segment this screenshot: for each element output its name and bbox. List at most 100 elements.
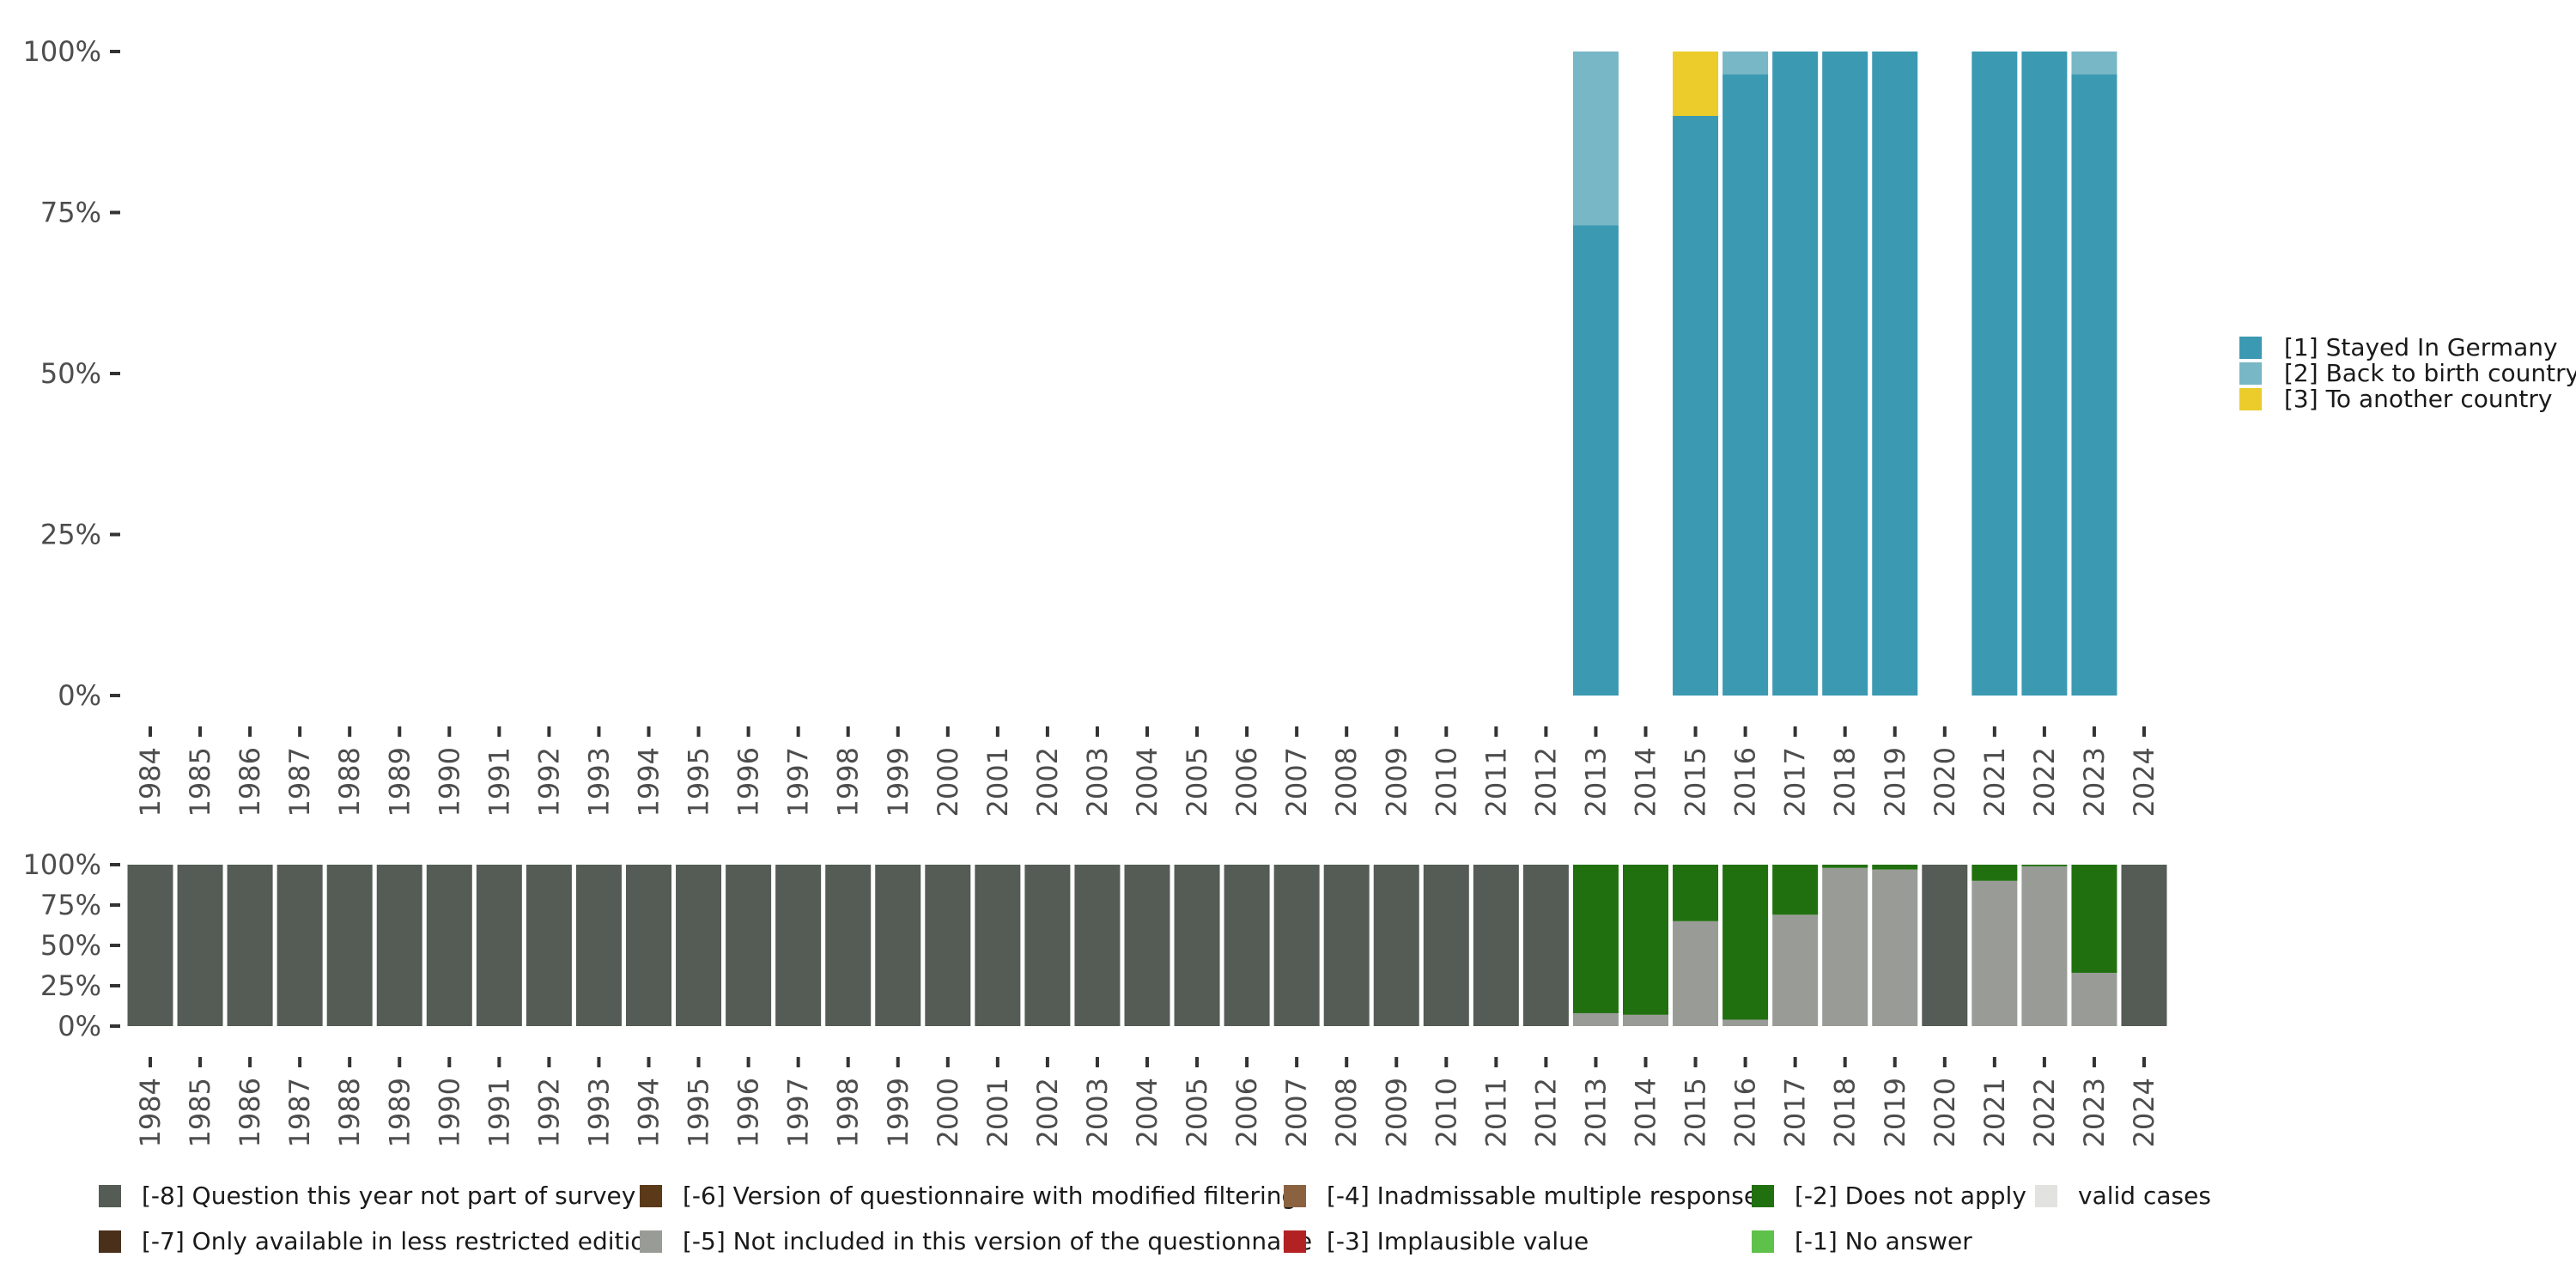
bottom-bar-2017-2-does-not-apply [1772, 865, 1819, 915]
bottom-x-tick-label: 1997 [782, 1078, 815, 1147]
bottom-bar-2014-2-does-not-apply [1623, 865, 1668, 1015]
top-x-tick-label: 2011 [1479, 747, 1512, 817]
bottom-bar-1996-8-question-this-year-not-part-of-survey [726, 865, 772, 1026]
bottom-bar-1999-8-question-this-year-not-part-of-survey [875, 865, 921, 1026]
legend-label-1-no-answer: [-1] No answer [1795, 1227, 1972, 1255]
bottom-x-tick-label: 1998 [832, 1078, 865, 1147]
top-x-tick-label: 2014 [1630, 747, 1662, 817]
top-x-tick-label: 1995 [683, 747, 715, 817]
top-x-tick-label: 1985 [184, 747, 216, 817]
top-x-tick-label: 2022 [2028, 747, 2061, 817]
bottom-bar-2015-2-does-not-apply [1673, 865, 1719, 921]
bottom-bar-2019-5-not-included-in-this-version-of-the-questionnaire [1872, 869, 1918, 1026]
top-bar-2017-1-stayed-in-germany [1772, 52, 1819, 696]
bottom-bar-2016-2-does-not-apply [1722, 865, 1769, 1020]
legend-swatch-2-does-not-apply [1752, 1185, 1774, 1207]
bottom-x-tick-label: 1995 [683, 1078, 715, 1147]
top-x-tick-label: 2009 [1380, 747, 1413, 817]
bottom-x-tick-label: 1985 [184, 1078, 216, 1147]
bottom-x-tick-label: 2020 [1929, 1078, 1961, 1147]
bottom-x-tick-label: 2010 [1430, 1078, 1462, 1147]
bottom-y-tick-label: 25% [40, 969, 101, 1002]
top-x-tick-label: 2023 [2078, 747, 2111, 817]
top-bar-2013-1-stayed-in-germany [1572, 225, 1619, 696]
bottom-bar-2009-8-question-this-year-not-part-of-survey [1373, 865, 1419, 1026]
bottom-x-tick-label: 2005 [1181, 1078, 1213, 1147]
bottom-bar-1993-8-question-this-year-not-part-of-survey [575, 865, 622, 1026]
top-x-tick-label: 2019 [1879, 747, 1911, 817]
bottom-x-tick-label: 2011 [1479, 1078, 1512, 1147]
bottom-x-tick-label: 1990 [433, 1078, 465, 1147]
top-bar-2013-2-back-to-birth-country [1572, 52, 1619, 226]
bottom-bar-2016-5-not-included-in-this-version-of-the-questionnaire [1722, 1019, 1769, 1026]
bottom-bar-2011-8-question-this-year-not-part-of-survey [1473, 865, 1519, 1026]
bottom-bar-2004-8-question-this-year-not-part-of-survey [1124, 865, 1170, 1026]
bottom-x-tick-label: 2007 [1280, 1078, 1313, 1147]
top-y-tick-label: 75% [40, 197, 101, 229]
bottom-x-tick-label: 1986 [234, 1078, 266, 1147]
bottom-bar-1991-8-question-this-year-not-part-of-survey [476, 865, 522, 1026]
top-x-tick-label: 2008 [1330, 747, 1363, 817]
bottom-bar-1986-8-question-this-year-not-part-of-survey [227, 865, 273, 1026]
bottom-bar-2019-2-does-not-apply [1872, 865, 1918, 870]
legend-label-4-inadmissable-multiple-response: [-4] Inadmissable multiple response [1327, 1182, 1759, 1210]
top-x-tick-label: 2006 [1230, 747, 1263, 817]
top-x-tick-label: 2005 [1181, 747, 1213, 817]
top-x-tick-label: 1996 [732, 747, 765, 817]
top-x-tick-label: 1994 [633, 747, 665, 817]
bottom-x-tick-label: 1992 [532, 1078, 565, 1147]
top-x-tick-label: 2015 [1680, 747, 1712, 817]
top-x-tick-label: 1997 [782, 747, 815, 817]
top-x-tick-label: 2021 [1978, 747, 2011, 817]
bottom-bar-2021-5-not-included-in-this-version-of-the-questionnaire [1971, 880, 2018, 1026]
bottom-x-tick-label: 2002 [1031, 1078, 1064, 1147]
bottom-x-tick-label: 1988 [333, 1078, 366, 1147]
legend-swatch-valid-cases [2035, 1185, 2057, 1207]
bottom-x-tick-label: 2006 [1230, 1078, 1263, 1147]
bottom-bar-2014-5-not-included-in-this-version-of-the-questionnaire [1623, 1014, 1668, 1026]
bottom-x-tick-label: 1991 [483, 1078, 515, 1147]
bottom-x-tick-label: 2004 [1131, 1078, 1163, 1147]
bottom-bar-2020-8-question-this-year-not-part-of-survey [1922, 865, 1968, 1026]
legend-swatch-3-implausible-value [1284, 1230, 1306, 1253]
bottom-bar-1998-8-question-this-year-not-part-of-survey [825, 865, 872, 1026]
top-x-tick-label: 2018 [1829, 747, 1862, 817]
bottom-bar-2005-8-question-this-year-not-part-of-survey [1174, 865, 1220, 1026]
top-x-tick-label: 2004 [1131, 747, 1163, 817]
top-x-tick-label: 1991 [483, 747, 515, 817]
legend-swatch-6-version-of-questionnaire-with-modified-filtering [640, 1185, 662, 1207]
bottom-x-tick-label: 2014 [1630, 1078, 1662, 1147]
top-bar-2023-2-back-to-birth-country [2071, 52, 2117, 75]
bottom-bar-2012-8-question-this-year-not-part-of-survey [1522, 865, 1569, 1026]
bottom-bar-1990-8-question-this-year-not-part-of-survey [426, 865, 472, 1026]
bottom-bar-2013-2-does-not-apply [1572, 865, 1619, 1013]
legend-swatch-8-question-this-year-not-part-of-survey [99, 1185, 121, 1207]
bottom-x-tick-label: 2021 [1978, 1078, 2011, 1147]
bottom-chart: 0% 25% 50% 75% 100% 1984 1985 1986 1987 1988 1989 1… [23, 848, 2167, 1147]
bottom-bar-2000-8-question-this-year-not-part-of-survey [925, 865, 971, 1026]
bottom-bar-2023-2-does-not-apply [2071, 865, 2117, 973]
legend-label-6-version-of-questionnaire-with-modified-filtering: [-6] Version of questionnaire with modif… [683, 1182, 1297, 1210]
legend-swatch-3-to-another-country [2239, 388, 2262, 410]
bottom-x-tick-label: 1993 [582, 1078, 615, 1147]
bottom-bar-2018-2-does-not-apply [1822, 865, 1868, 868]
right-legend: [1] Stayed In Germany[2] Back to birth c… [2239, 333, 2576, 413]
top-x-tick-label: 2001 [981, 747, 1014, 817]
top-x-tick-label: 1990 [433, 747, 465, 817]
top-bar-2019-1-stayed-in-germany [1872, 52, 1918, 696]
top-x-tick-label: 1998 [832, 747, 865, 817]
top-x-tick-label: 2007 [1280, 747, 1313, 817]
bottom-bar-1987-8-question-this-year-not-part-of-survey [276, 865, 323, 1026]
legend-label-3-to-another-country: [3] To another country [2284, 385, 2552, 413]
top-x-tick-label: 1992 [532, 747, 565, 817]
bottom-x-tick-label: 2015 [1680, 1078, 1712, 1147]
top-x-tick-label: 1999 [882, 747, 914, 817]
bottom-bar-1984-8-question-this-year-not-part-of-survey [127, 865, 173, 1026]
bottom-bar-2022-2-does-not-apply [2021, 865, 2068, 866]
top-y-tick-label: 0% [58, 679, 101, 712]
bottom-bar-2022-5-not-included-in-this-version-of-the-questionnaire [2021, 866, 2068, 1026]
bottom-x-tick-label: 2001 [981, 1078, 1014, 1147]
bottom-bar-2013-5-not-included-in-this-version-of-the-questionnaire [1572, 1012, 1619, 1026]
top-x-tick-label: 2020 [1929, 747, 1961, 817]
bottom-x-tick-label: 2018 [1829, 1078, 1862, 1147]
